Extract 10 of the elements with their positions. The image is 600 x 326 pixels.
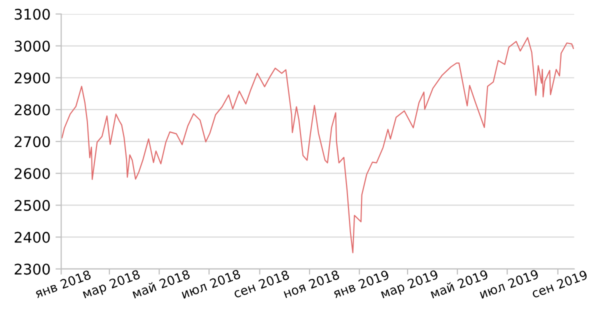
y-tick-label: 2400 [14,232,50,243]
y-tick-label: 3000 [14,40,50,52]
y-tick-label: 2800 [14,104,50,116]
y-tick-label: 2700 [14,136,50,148]
line-series [61,37,574,254]
y-tick-label: 3100 [14,8,50,20]
y-tick-label: 2900 [14,72,50,84]
y-tick-label: 2600 [14,168,50,180]
y-tick-label: 2300 [14,264,50,275]
y-tick-label: 2500 [14,200,50,211]
